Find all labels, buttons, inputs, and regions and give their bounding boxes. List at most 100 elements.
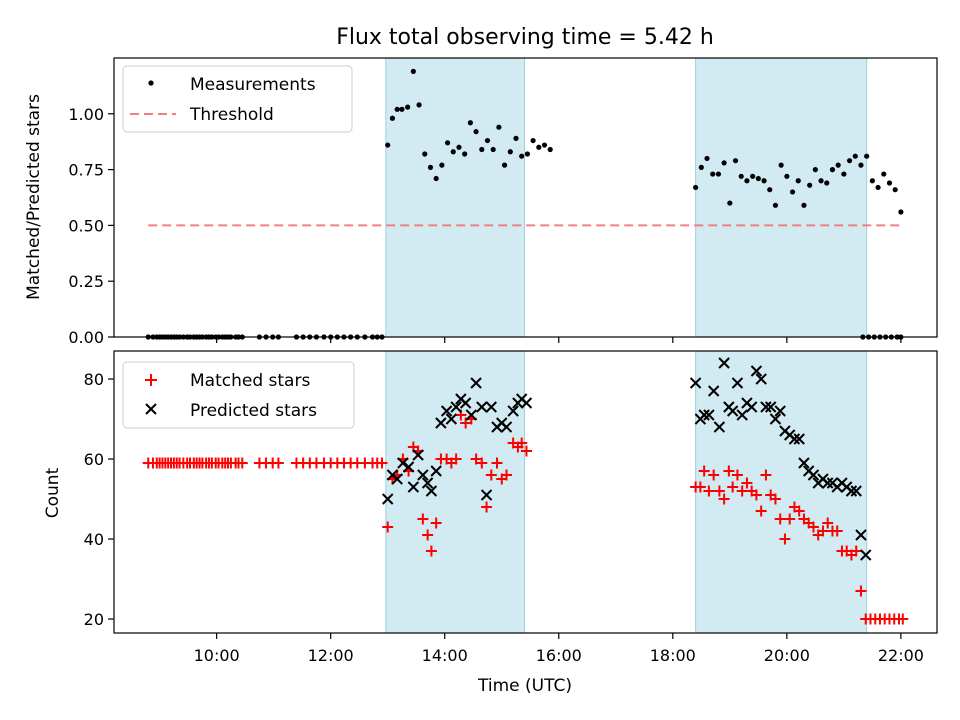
top-y-tick-label: 0.00: [68, 328, 104, 347]
data-point: [710, 171, 716, 177]
x-b: [698, 409, 710, 421]
x-b: [689, 377, 702, 389]
x-b: [703, 409, 715, 421]
x-b: [402, 461, 415, 473]
x-b: [736, 409, 748, 421]
data-point: [858, 162, 864, 168]
data-point: [852, 153, 858, 159]
data-point: [760, 469, 772, 481]
data-point: [410, 68, 416, 74]
data-point: [707, 385, 720, 397]
data-point: [892, 187, 898, 193]
data-point: [520, 397, 533, 409]
data-point: [462, 151, 468, 157]
x-b: [807, 469, 820, 481]
top-y-tick-label: 0.25: [68, 272, 104, 291]
data-point: [789, 189, 796, 195]
data-point: [394, 106, 400, 112]
data-point: [793, 505, 805, 517]
x-b: [412, 449, 424, 461]
top-legend-frame: [122, 65, 353, 133]
data-point: [480, 489, 493, 501]
data-point: [412, 449, 424, 461]
x-tick-label: 14:00: [422, 646, 468, 665]
bottom-series-0: [142, 409, 532, 557]
data-point: [708, 469, 720, 481]
x-b: [391, 473, 403, 485]
data-point: [744, 178, 750, 184]
data-point: [875, 184, 881, 191]
chart-title: Flux total observing time = 5.42 h: [336, 25, 714, 50]
data-point: [788, 433, 801, 445]
data-point: [755, 175, 761, 182]
data-point: [435, 417, 447, 429]
data-point: [444, 140, 451, 146]
data-point: [397, 457, 409, 469]
data-point: [402, 461, 415, 473]
data-point: [417, 513, 429, 525]
top-axes-frame: [113, 57, 938, 338]
data-point: [476, 401, 488, 413]
data-point: [507, 405, 519, 417]
legend-threshold-label: Threshold: [189, 105, 274, 125]
x-b: [845, 485, 858, 497]
top-observing-window-1: [695, 57, 868, 338]
x-b: [769, 413, 782, 425]
data-point: [376, 457, 388, 469]
data-point: [778, 162, 784, 168]
x-b: [485, 401, 497, 413]
data-point: [732, 158, 739, 164]
data-point: [524, 151, 531, 157]
data-point: [490, 146, 496, 153]
legend-predicted-label: Predicted stars: [190, 401, 317, 421]
data-point: [886, 180, 893, 186]
data-point: [427, 164, 434, 170]
x-b: [788, 433, 801, 445]
data-point: [741, 477, 753, 489]
data-point: [855, 585, 867, 597]
x-b: [476, 401, 488, 413]
x-tick-label: 16:00: [536, 646, 582, 665]
x-b: [425, 485, 438, 497]
data-point: [835, 162, 841, 168]
data-point: [736, 409, 748, 421]
data-point: [485, 401, 497, 413]
bottom-y-tick-label: 40: [84, 530, 104, 549]
data-point: [869, 178, 875, 184]
data-point: [389, 115, 396, 121]
data-point: [236, 457, 248, 469]
data-point: [736, 485, 748, 497]
x-b: [459, 397, 472, 409]
data-point: [417, 469, 429, 481]
x-tick-label: 10:00: [194, 646, 240, 665]
x-b: [417, 469, 429, 481]
data-point: [547, 146, 553, 153]
data-point: [425, 545, 437, 557]
data-point: [784, 173, 790, 179]
data-point: [513, 135, 519, 141]
data-point: [698, 465, 710, 477]
data-point: [694, 481, 706, 493]
data-point: [713, 485, 725, 497]
data-point: [881, 171, 887, 177]
data-point: [715, 171, 722, 177]
x-axis-label: Time (UTC): [477, 676, 572, 696]
data-point: [798, 457, 810, 469]
data-point: [460, 417, 472, 429]
x-b: [520, 397, 533, 409]
data-point: [698, 409, 710, 421]
legend-x-icon: [145, 403, 157, 415]
data-point: [459, 397, 472, 409]
data-point: [829, 167, 836, 173]
data-point: [507, 149, 513, 155]
data-point: [501, 162, 508, 168]
x-b: [764, 401, 777, 413]
data-point: [272, 457, 284, 469]
top-legend: Measurements Threshold: [122, 65, 353, 133]
data-point: [807, 469, 820, 481]
data-point: [897, 613, 909, 625]
data-point: [818, 178, 824, 184]
data-point: [433, 175, 439, 182]
data-point: [516, 437, 528, 449]
